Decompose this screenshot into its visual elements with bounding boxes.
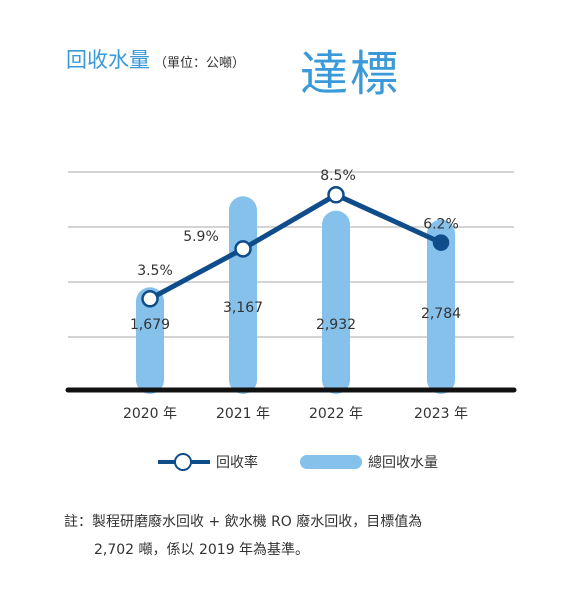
line-value-label-3: 8.5% [320,168,356,184]
bar-3 [322,210,350,394]
bar-value-label-1: 1,679 [130,317,170,333]
legend-label-total-volume: 總回收水量 [368,455,438,471]
line-marker-icon [158,452,210,472]
bar-4 [427,219,455,394]
bar-value-label-4: 2,784 [421,306,461,322]
footnote-line-2: 2,702 噸，係以 2019 年為基準。 [94,542,310,558]
line-point-4 [432,234,450,251]
bar-value-label-3: 2,932 [316,317,356,333]
bar-2 [229,196,257,394]
bar-value-label-2: 3,167 [223,300,263,316]
combo-chart: 1,679 3,167 2,932 2,784 2020 年 2021 年 2022 年 20… [65,168,517,422]
line-value-label-2: 5.9% [183,229,219,245]
bar-swatch-icon [300,455,362,469]
legend-label-recovery-rate: 回收率 [216,455,258,471]
x-tick-label-4: 2023 年 [414,406,468,422]
line-point-2 [234,240,252,258]
bar-1 [136,287,164,394]
line-point-1 [141,290,159,308]
target-achieved-badge: 達標 [300,46,401,102]
legend-item-total-volume: 總回收水量 [300,452,438,472]
x-tick-label-1: 2020 年 [123,406,177,422]
recovery-rate-line [148,192,443,302]
unit-label: （單位：公噸） [154,56,246,71]
chart-header: 回收水量 （單位：公噸） [66,44,245,74]
line-point-3 [327,186,345,204]
chart-title: 回收水量 [66,48,150,72]
x-tick-label-2: 2021 年 [216,406,270,422]
x-tick-label-3: 2022 年 [309,406,363,422]
line-value-label-1: 3.5% [137,263,173,279]
line-value-label-4: 6.2% [423,217,459,233]
legend-item-recovery-rate: 回收率 [158,452,258,472]
footnote-line-1: 註：製程研磨廢水回收 + 飲水機 RO 廢水回收，目標值為 [64,514,423,530]
footnote: 註：製程研磨廢水回收 + 飲水機 RO 廢水回收，目標值為 2,702 噸，係以… [64,508,422,564]
